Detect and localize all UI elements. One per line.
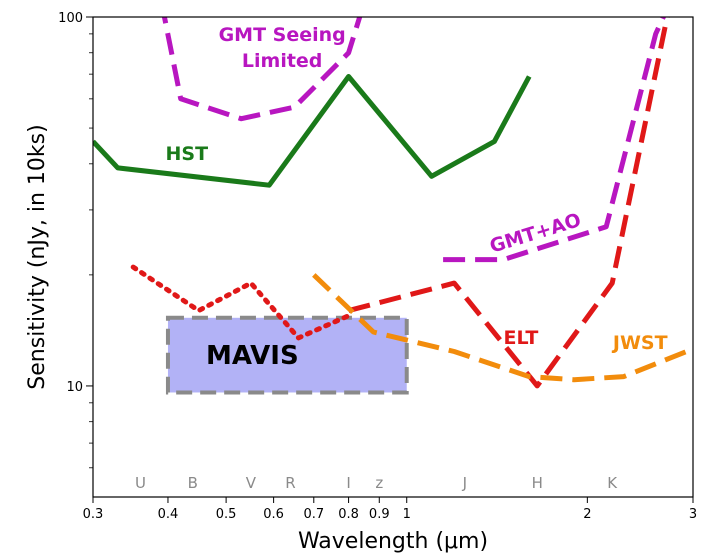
regions-layer: MAVIS bbox=[165, 315, 409, 395]
series-label-elt: ELT bbox=[503, 327, 538, 349]
x-tick-label: 2 bbox=[583, 507, 591, 522]
band-label-k: K bbox=[607, 474, 618, 492]
mavis-region-label: MAVIS bbox=[206, 341, 299, 371]
x-tick-label: 0.6 bbox=[263, 507, 284, 522]
series-label-hst: HST bbox=[166, 143, 209, 165]
gmt-seeing-limited-line bbox=[161, 17, 363, 122]
jwst-line bbox=[312, 273, 693, 383]
x-tick-label: 0.9 bbox=[369, 507, 390, 522]
x-axis: 0.3 0.4 0.5 0.6 0.7 0.8 0.9 1 2 3 bbox=[83, 497, 697, 522]
x-tick-label: 3 bbox=[689, 507, 697, 522]
elt-optical-line bbox=[130, 264, 352, 341]
band-label-b: B bbox=[188, 474, 198, 492]
y-tick-label: 10 bbox=[66, 380, 83, 395]
x-tick-label: 1 bbox=[403, 507, 411, 522]
plot-frame bbox=[92, 16, 694, 498]
gmt-ao-line bbox=[443, 17, 667, 263]
band-label-h: H bbox=[532, 474, 543, 492]
x-axis-title: Wavelength (μm) bbox=[298, 529, 488, 554]
series-layer bbox=[93, 17, 693, 389]
band-label-i: I bbox=[346, 474, 350, 492]
band-label-z: z bbox=[375, 474, 383, 492]
series-label-gmt-seeing-limited: GMT Seeing Limited bbox=[219, 24, 346, 72]
elt-line bbox=[347, 17, 670, 389]
band-label-j: J bbox=[462, 474, 467, 492]
hst-line bbox=[93, 74, 532, 188]
x-tick-label: 0.3 bbox=[83, 507, 104, 522]
band-label-u: U bbox=[135, 474, 146, 492]
x-tick-label: 0.8 bbox=[338, 507, 359, 522]
band-label-r: R bbox=[285, 474, 295, 492]
y-axis: 10 100 bbox=[58, 11, 93, 469]
y-tick-label: 100 bbox=[58, 11, 83, 26]
y-axis-title: Sensitivity (nJy, in 10ks) bbox=[25, 124, 50, 389]
band-label-v: V bbox=[246, 474, 257, 492]
plot-background bbox=[93, 17, 693, 497]
x-tick-label: 0.4 bbox=[158, 507, 179, 522]
x-tick-label: 0.5 bbox=[216, 507, 237, 522]
x-tick-label: 0.7 bbox=[303, 507, 324, 522]
series-label-jwst: JWST bbox=[611, 332, 668, 354]
mavis-region bbox=[165, 315, 409, 395]
